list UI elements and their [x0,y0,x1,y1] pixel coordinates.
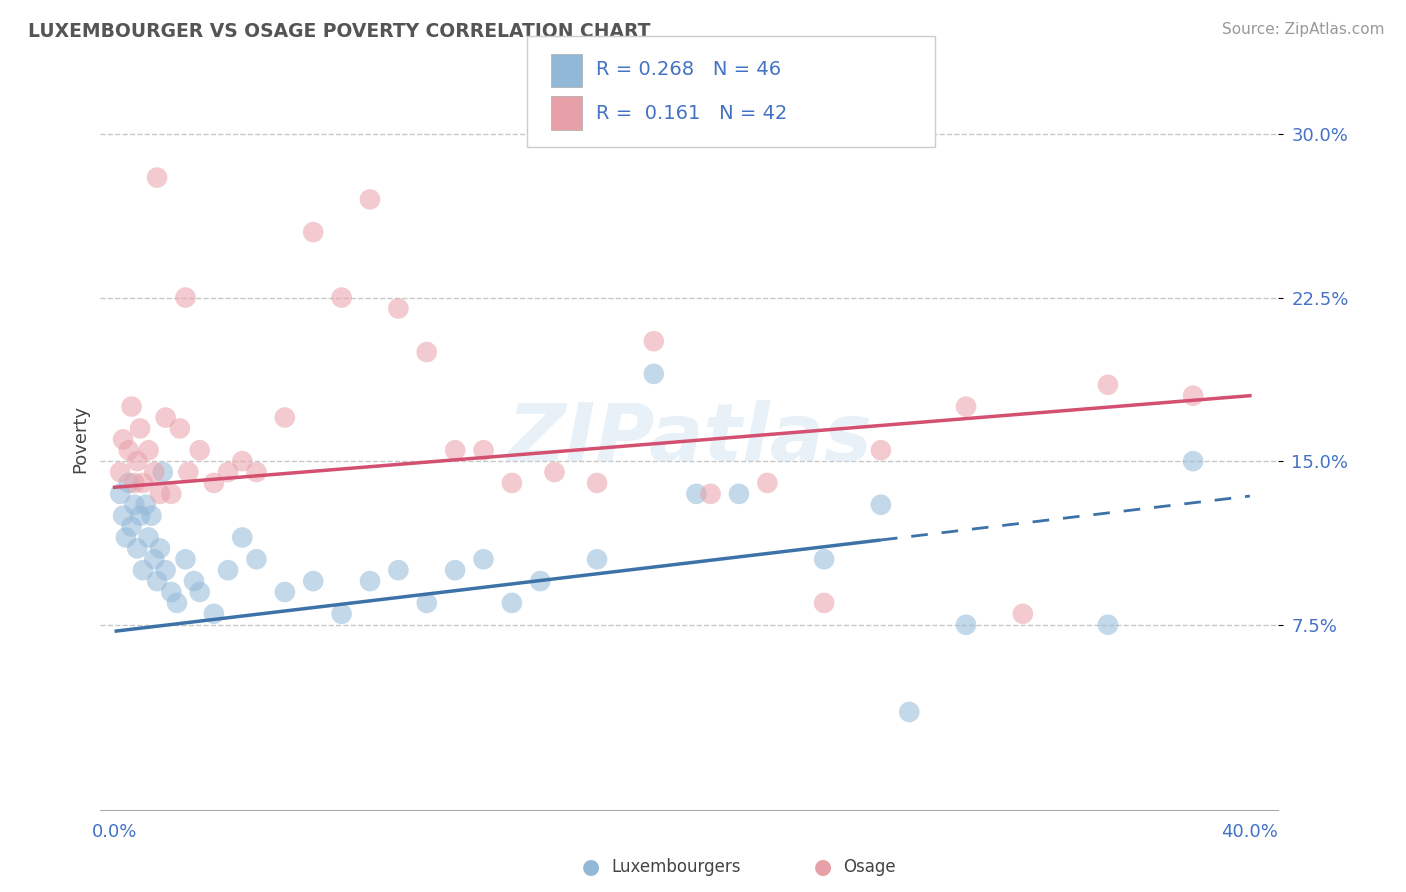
Point [127,454,149,468]
Text: Source: ZipAtlas.com: Source: ZipAtlas.com [1222,22,1385,37]
Point [146,574,169,588]
Text: R = 0.268   N = 46: R = 0.268 N = 46 [596,60,782,79]
Point [132,475,155,490]
Point [444,443,467,458]
Text: LUXEMBOURGER VS OSAGE POVERTY CORRELATION CHART: LUXEMBOURGER VS OSAGE POVERTY CORRELATIO… [28,22,651,41]
Point [152,465,174,479]
Point [202,475,225,490]
Text: ZIPatlas: ZIPatlas [506,401,872,478]
Point [135,498,157,512]
Point [685,487,707,501]
Text: ●: ● [814,857,831,877]
Point [124,498,146,512]
Point [188,585,211,599]
Point [129,508,152,523]
Point [756,475,779,490]
Text: R =  0.161   N = 42: R = 0.161 N = 42 [596,103,787,123]
Point [183,574,205,588]
Point [202,607,225,621]
Point [143,552,166,566]
Point [1097,617,1119,632]
Point [416,596,439,610]
Point [472,443,495,458]
Point [643,367,665,381]
Point [501,596,523,610]
Point [245,465,267,479]
Point [138,443,160,458]
Point [529,574,551,588]
Point [898,705,921,719]
Point [501,475,523,490]
Point [166,596,188,610]
Point [217,465,239,479]
Point [359,574,381,588]
Point [118,443,141,458]
Point [121,400,143,414]
Point [149,541,172,556]
Point [728,487,751,501]
Point [387,563,409,577]
Point [813,596,835,610]
Point [146,170,169,185]
Point [1182,389,1205,403]
Point [870,498,893,512]
Point [444,563,467,577]
Point [138,531,160,545]
Point [416,345,439,359]
Point [118,475,141,490]
Point [155,410,177,425]
Point [643,334,665,348]
Point [330,291,353,305]
Point [188,443,211,458]
Point [217,563,239,577]
Point [174,552,197,566]
Point [231,454,253,468]
Point [115,531,138,545]
Point [174,291,197,305]
Point [274,410,297,425]
Point [110,487,132,501]
Point [155,563,177,577]
Point [1011,607,1033,621]
Point [543,465,565,479]
Point [586,552,609,566]
Point [124,475,146,490]
Point [143,465,166,479]
Point [387,301,409,316]
Point [112,433,135,447]
Text: Osage: Osage [844,858,896,876]
Point [274,585,297,599]
Point [149,487,172,501]
Point [870,443,893,458]
Point [160,487,183,501]
Point [359,193,381,207]
Point [302,574,325,588]
Point [245,552,267,566]
Point [1097,377,1119,392]
Point [129,421,152,435]
Point [472,552,495,566]
Point [955,400,977,414]
Point [955,617,977,632]
Point [169,421,191,435]
Point [813,552,835,566]
Point [112,508,135,523]
Point [121,519,143,533]
Point [586,475,609,490]
Y-axis label: Poverty: Poverty [72,405,89,474]
Point [110,465,132,479]
Point [231,531,253,545]
Point [330,607,353,621]
Point [141,508,163,523]
Point [1182,454,1205,468]
Point [132,563,155,577]
Point [127,541,149,556]
Text: ●: ● [582,857,599,877]
Point [699,487,721,501]
Point [302,225,325,239]
Point [177,465,200,479]
Text: Luxembourgers: Luxembourgers [612,858,741,876]
Point [160,585,183,599]
